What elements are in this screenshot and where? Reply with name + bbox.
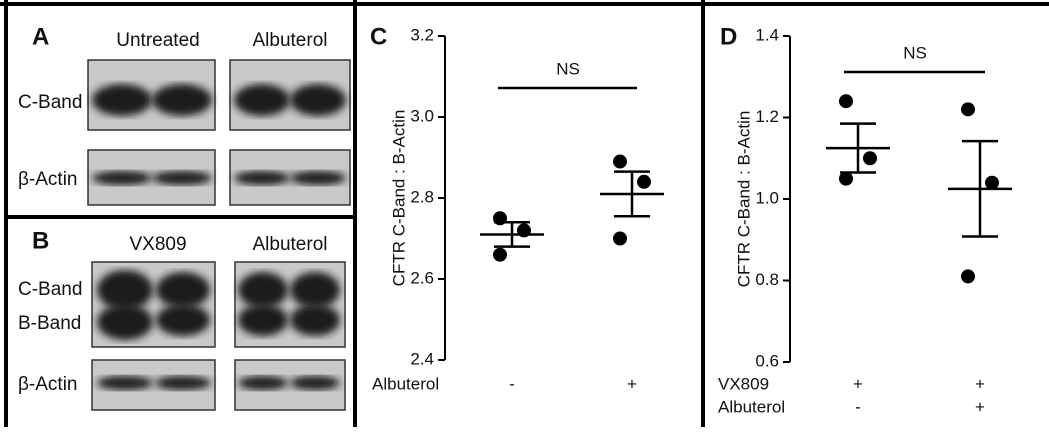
blot-band bbox=[290, 84, 346, 116]
blot-band bbox=[234, 171, 290, 185]
data-point bbox=[961, 269, 975, 283]
column-label: VX809 bbox=[129, 234, 186, 255]
x-tick-label: + bbox=[975, 397, 985, 416]
y-tick-label: 2.6 bbox=[410, 268, 434, 287]
y-tick-label: 0.6 bbox=[755, 351, 779, 370]
blot-band bbox=[97, 304, 153, 340]
x-tick-label: + bbox=[975, 374, 985, 393]
row-label: β-Actin bbox=[18, 169, 78, 190]
annotation: NS bbox=[903, 43, 927, 62]
y-tick-label: 0.8 bbox=[755, 270, 779, 289]
column-label: Untreated bbox=[116, 30, 199, 51]
blot-band bbox=[156, 272, 210, 308]
figure: A Untreated Albuterol C-Band β-Actin B V… bbox=[0, 0, 1049, 427]
blot-band bbox=[290, 376, 340, 390]
x-row-label: VX809 bbox=[718, 374, 769, 393]
blot-band bbox=[290, 272, 340, 308]
blot-band bbox=[238, 376, 288, 390]
blot-band bbox=[234, 84, 290, 116]
data-point bbox=[613, 155, 627, 169]
data-point bbox=[863, 151, 877, 165]
data-point bbox=[637, 175, 651, 189]
blot-band bbox=[92, 84, 152, 116]
blot-band bbox=[290, 304, 340, 336]
data-point bbox=[961, 102, 975, 116]
panel-label: C bbox=[370, 23, 387, 50]
blot-band bbox=[238, 272, 288, 308]
panel-label: A bbox=[32, 23, 49, 50]
y-tick-label: 1.4 bbox=[755, 25, 779, 44]
y-tick-label: 1.2 bbox=[755, 107, 779, 126]
blot-band bbox=[152, 171, 212, 185]
blot-band bbox=[155, 376, 211, 390]
blot-band bbox=[97, 376, 153, 390]
y-tick-label: 2.8 bbox=[410, 187, 434, 206]
data-point bbox=[613, 232, 627, 246]
blot-band bbox=[152, 84, 212, 116]
x-row-label: Albuterol bbox=[718, 397, 785, 416]
blot-band bbox=[156, 304, 210, 336]
y-tick-label: 1.0 bbox=[755, 188, 779, 207]
blot-band bbox=[92, 171, 152, 185]
y-tick-label: 3.2 bbox=[410, 25, 434, 44]
row-label: C-Band bbox=[18, 92, 82, 113]
row-label: β-Actin bbox=[18, 374, 78, 395]
row-label: C-Band bbox=[18, 279, 82, 300]
data-point bbox=[839, 94, 853, 108]
x-tick-label: - bbox=[855, 397, 861, 416]
x-tick-label: + bbox=[627, 374, 637, 393]
x-row-label: Albuterol bbox=[372, 374, 439, 393]
panel-label: B bbox=[32, 227, 49, 254]
column-label: Albuterol bbox=[253, 30, 328, 51]
x-tick-label: + bbox=[853, 374, 863, 393]
x-tick-label: - bbox=[509, 374, 515, 393]
y-axis-label: CFTR C-Band : B-Actin bbox=[389, 110, 408, 287]
annotation: NS bbox=[556, 59, 580, 78]
blot-band bbox=[238, 304, 288, 336]
panel-label: D bbox=[720, 23, 737, 50]
y-tick-label: 2.4 bbox=[410, 349, 434, 368]
column-label: Albuterol bbox=[253, 234, 328, 255]
y-axis-label: CFTR C-Band : B-Actin bbox=[734, 111, 753, 288]
y-tick-label: 3.0 bbox=[410, 106, 434, 125]
blot-band bbox=[290, 171, 346, 185]
data-point bbox=[493, 248, 507, 262]
row-label: B-Band bbox=[18, 313, 81, 334]
